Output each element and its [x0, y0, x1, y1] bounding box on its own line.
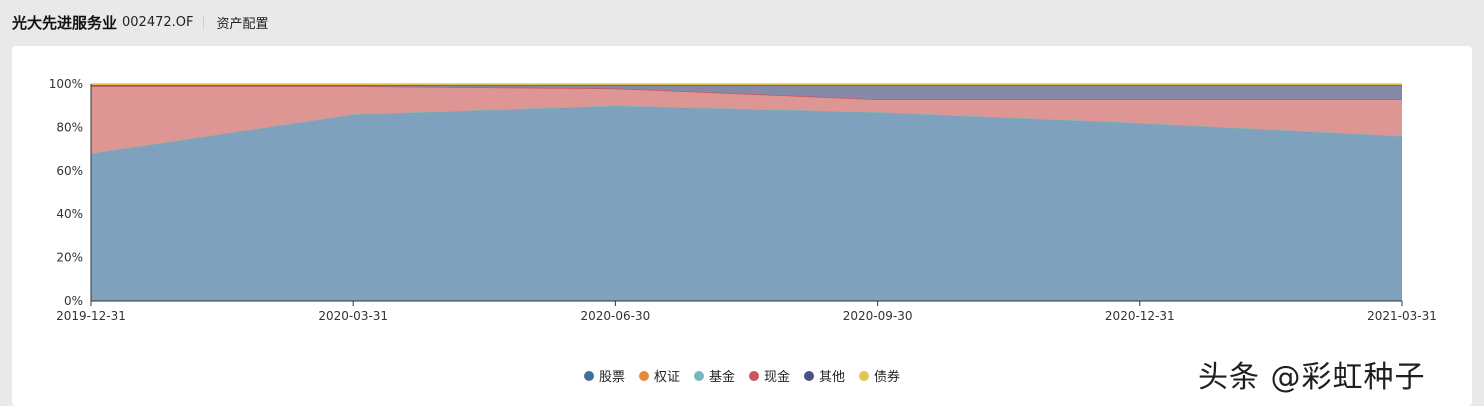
y-tick-label: 20%: [56, 251, 83, 265]
x-tick-label: 2020-12-31: [1105, 309, 1175, 323]
watermark: 头条 @彩虹种子: [1198, 360, 1426, 395]
chart-card: 0% 20% 40% 60% 80% 100% 2019-12-31 2020-03-31 20…: [12, 46, 1472, 406]
area-3[interactable]: [91, 86, 1402, 154]
legend-dot: [583, 370, 594, 381]
area-4[interactable]: [91, 85, 1402, 100]
header: 光大先进服务业 002472.OF 资产配置: [12, 10, 269, 34]
legend-dot: [638, 370, 649, 381]
legend-item-4[interactable]: 其他: [804, 366, 845, 385]
asset-allocation-chart: 0% 20% 40% 60% 80% 100% 2019-12-31 2020-03-31 20…: [49, 77, 1437, 323]
x-tick-label: 2021-03-31: [1367, 309, 1437, 323]
y-tick-label: 40%: [56, 207, 83, 221]
legend-item-3[interactable]: 现金: [749, 366, 790, 385]
legend-label: 债券: [874, 370, 901, 385]
area-series: [90, 83, 1403, 301]
fund-name: 光大先进服务业: [12, 13, 118, 32]
legend-item-0[interactable]: 股票: [583, 366, 625, 385]
x-tick-label: 2019-12-31: [56, 309, 126, 323]
header-divider: [203, 15, 205, 29]
x-tick-label: 2020-09-30: [843, 309, 913, 323]
legend-item-2[interactable]: 基金: [693, 366, 735, 385]
legend-label: 权证: [653, 370, 680, 385]
legend-label: 其他: [819, 370, 846, 385]
legend-label: 现金: [764, 370, 791, 385]
y-tick-label: 0%: [64, 294, 83, 308]
y-tick-label: 100%: [49, 77, 83, 91]
legend-dot: [804, 370, 815, 381]
area-0[interactable]: [91, 105, 1402, 301]
axes: 0% 20% 40% 60% 80% 100% 2019-12-31 2020-03-31 20…: [49, 77, 1437, 323]
legend-dot: [749, 370, 759, 381]
legend-label: 股票: [598, 370, 625, 385]
legend-item-1[interactable]: 权证: [638, 366, 680, 385]
y-tick-label: 80%: [56, 120, 83, 134]
legend-item-5[interactable]: 债券: [859, 366, 900, 385]
legend-label: 基金: [708, 370, 735, 385]
fund-code: 002472.OF: [122, 14, 194, 30]
x-tick-label: 2020-06-30: [581, 309, 651, 323]
legend-dot: [859, 370, 870, 381]
x-tick-label: 2020-03-31: [318, 309, 388, 323]
y-tick-label: 60%: [56, 164, 83, 178]
section-title[interactable]: 资产配置: [216, 16, 269, 32]
legend-dot: [693, 370, 704, 381]
legend: 股票 权证 基金 现金 其他 债券: [12, 366, 1472, 385]
